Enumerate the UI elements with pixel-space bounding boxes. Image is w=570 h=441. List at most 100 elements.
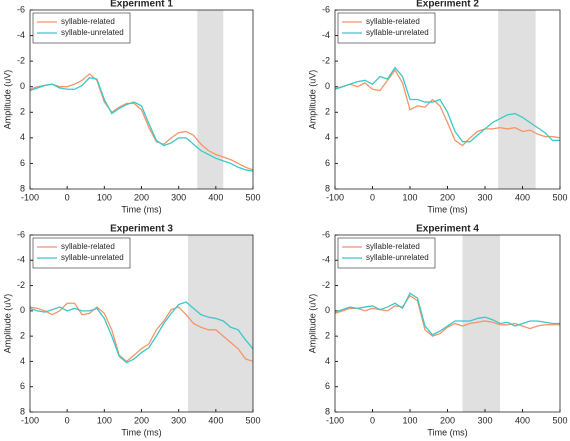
x-tick-label: 0 (370, 192, 375, 202)
y-axis-label: Amplitude (uV) (2, 70, 12, 130)
panel-title: Experiment 3 (110, 224, 173, 235)
legend-box (32, 237, 131, 269)
legend-label: syllable-unrelated (366, 253, 429, 262)
shaded-window (498, 10, 536, 189)
y-tick-label: -4 (322, 255, 330, 265)
x-tick-label: 500 (552, 192, 567, 202)
panel-title: Experiment 1 (110, 0, 173, 10)
x-tick-label: -100 (326, 415, 344, 425)
axes-box (334, 234, 561, 413)
axes-box (29, 234, 254, 413)
x-axis-label: Time (ms) (427, 204, 467, 214)
x-tick-label: 0 (65, 415, 70, 425)
y-tick-label: -6 (322, 229, 330, 239)
axes-box (334, 9, 561, 190)
y-tick-label: 4 (325, 132, 330, 142)
y-tick-label: 4 (325, 356, 330, 366)
x-tick-label: 200 (440, 192, 455, 202)
legend-box (337, 237, 436, 269)
y-tick-label: 4 (20, 356, 25, 366)
series-line (29, 73, 254, 171)
y-axis-label: Amplitude (uV) (307, 294, 317, 354)
panel: -100 0 100 200 300 400 500 -6 -4 -2 0 2 4 6 8 Experimen… (2, 0, 260, 214)
series-line (29, 302, 254, 363)
y-tick-label: -4 (322, 30, 330, 40)
x-tick-label: 200 (134, 192, 149, 202)
y-tick-label: 2 (20, 107, 25, 117)
shaded-window (197, 10, 224, 189)
y-tick-label: 0 (325, 305, 330, 315)
panel: -100 0 100 200 300 400 500 -6 -4 -2 0 2 4 6 8 Experimen… (307, 0, 567, 214)
x-tick-label: 500 (245, 415, 260, 425)
x-tick-label: 100 (402, 415, 417, 425)
x-tick-label: 500 (245, 192, 260, 202)
panel: -100 0 100 200 300 400 500 -6 -4 -2 0 2 4 6 8 Experimen… (307, 224, 567, 438)
x-tick-label: 300 (477, 415, 492, 425)
y-tick-label: -6 (17, 4, 25, 14)
x-tick-label: 300 (171, 192, 186, 202)
y-tick-label: 4 (20, 132, 25, 142)
x-tick-label: 100 (97, 192, 112, 202)
legend-label: syllable-unrelated (61, 28, 124, 37)
y-tick-label: 2 (325, 107, 330, 117)
x-tick-label: 100 (97, 415, 112, 425)
x-tick-label: 200 (440, 415, 455, 425)
y-tick-label: 8 (20, 183, 25, 193)
legend-label: syllable-unrelated (61, 253, 124, 262)
panel: -100 0 100 200 300 400 500 -6 -4 -2 0 2 4 6 8 Experimen… (2, 224, 260, 438)
x-tick-label: 300 (171, 415, 186, 425)
x-axis-label: Time (ms) (121, 204, 161, 214)
y-axis-label: Amplitude (uV) (307, 70, 317, 130)
y-axis-label: Amplitude (uV) (2, 294, 12, 354)
y-tick-label: 8 (325, 183, 330, 193)
shaded-window (187, 235, 253, 412)
x-tick-label: 200 (134, 415, 149, 425)
y-tick-label: 6 (20, 158, 25, 168)
panel-title: Experiment 2 (416, 0, 479, 10)
series-line (29, 301, 254, 364)
y-tick-label: 6 (325, 381, 330, 391)
y-tick-label: 8 (325, 406, 330, 416)
x-tick-label: 100 (402, 192, 417, 202)
x-tick-label: 400 (208, 415, 223, 425)
y-tick-label: -6 (322, 4, 330, 14)
series-line (334, 68, 561, 147)
series-line (334, 292, 560, 336)
legend-label: syllable-related (61, 242, 115, 251)
panel-title: Experiment 4 (416, 224, 479, 235)
x-axis-label: Time (ms) (427, 427, 467, 437)
y-tick-label: -2 (17, 280, 25, 290)
y-tick-label: 8 (20, 406, 25, 416)
y-tick-label: -2 (17, 56, 25, 66)
x-tick-label: 400 (515, 192, 530, 202)
y-tick-label: 0 (20, 305, 25, 315)
x-tick-label: 300 (477, 192, 492, 202)
x-tick-label: 0 (65, 192, 70, 202)
y-tick-label: -2 (322, 56, 330, 66)
axes-box (29, 9, 254, 190)
series-line (29, 77, 254, 172)
legend-box (32, 12, 131, 44)
legend-label: syllable-related (366, 242, 420, 251)
x-tick-label: 500 (552, 415, 567, 425)
y-tick-label: -4 (17, 30, 25, 40)
y-tick-label: 0 (20, 81, 25, 91)
x-tick-label: -100 (326, 192, 344, 202)
y-tick-label: 2 (325, 331, 330, 341)
x-tick-label: 400 (515, 415, 530, 425)
legend-label: syllable-related (61, 17, 115, 26)
series-line (334, 294, 560, 337)
y-tick-label: 6 (325, 158, 330, 168)
x-axis-label: Time (ms) (121, 427, 161, 437)
y-tick-label: -2 (322, 280, 330, 290)
x-tick-label: -100 (21, 192, 39, 202)
y-tick-label: -4 (17, 255, 25, 265)
y-tick-label: 2 (20, 331, 25, 341)
y-tick-label: -6 (17, 229, 25, 239)
legend-label: syllable-related (366, 17, 420, 26)
x-tick-label: -100 (21, 415, 39, 425)
y-tick-label: 0 (325, 81, 330, 91)
legend-box (337, 12, 436, 44)
y-tick-label: 6 (20, 381, 25, 391)
